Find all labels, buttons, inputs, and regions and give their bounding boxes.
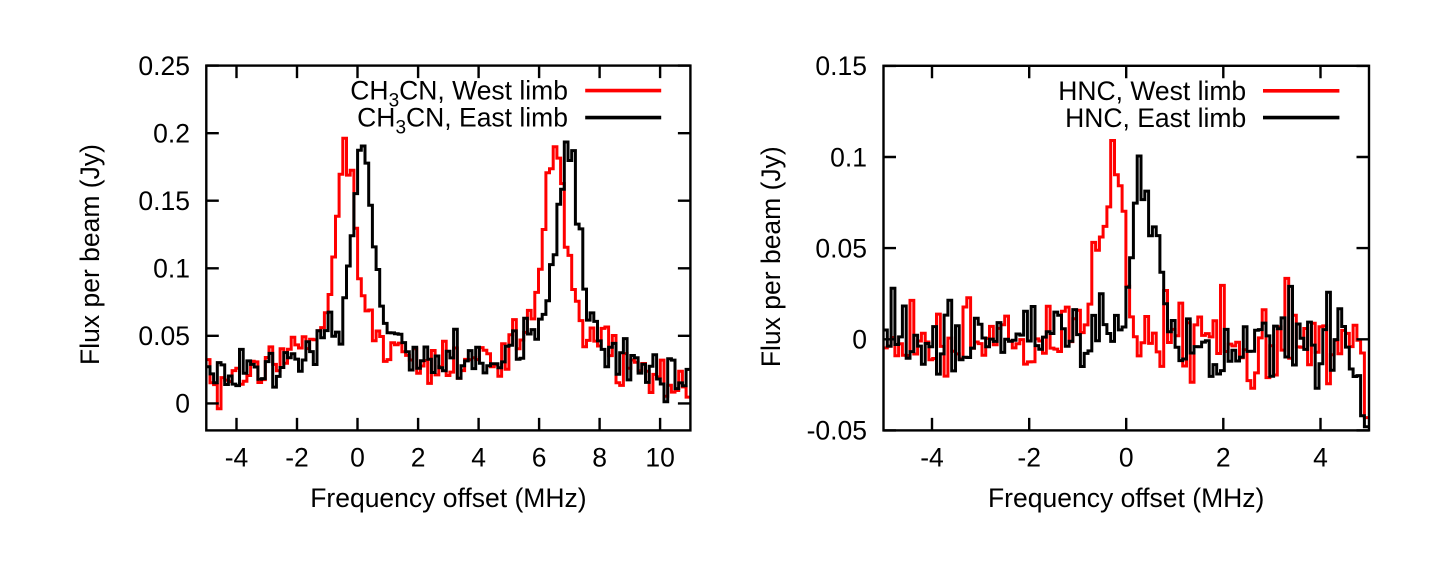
svg-text:0: 0 (350, 442, 365, 472)
svg-text:-2: -2 (1017, 442, 1041, 472)
svg-text:0.15: 0.15 (138, 186, 190, 216)
svg-text:2: 2 (1216, 442, 1231, 472)
svg-text:Frequency offset (MHz): Frequency offset (MHz) (988, 483, 1264, 513)
svg-text:CH3CN, East limb: CH3CN, East limb (357, 103, 568, 139)
svg-text:0: 0 (1119, 442, 1134, 472)
svg-text:0.05: 0.05 (815, 233, 867, 263)
svg-text:6: 6 (532, 442, 547, 472)
svg-text:0.1: 0.1 (153, 254, 190, 284)
svg-text:Flux per beam (Jy): Flux per beam (Jy) (75, 144, 105, 365)
svg-text:0.2: 0.2 (153, 119, 190, 149)
svg-text:0.05: 0.05 (138, 321, 190, 351)
svg-text:Frequency offset (MHz): Frequency offset (MHz) (310, 483, 586, 513)
svg-text:10: 10 (645, 442, 674, 472)
svg-text:CH3CN, West limb: CH3CN, West limb (350, 76, 568, 112)
svg-text:0.1: 0.1 (830, 142, 867, 172)
svg-text:0: 0 (852, 325, 867, 355)
svg-text:4: 4 (1313, 442, 1328, 472)
svg-text:Flux per beam (Jy): Flux per beam (Jy) (756, 146, 786, 367)
svg-text:0.15: 0.15 (815, 51, 867, 81)
svg-text:2: 2 (411, 442, 426, 472)
svg-text:-2: -2 (285, 442, 309, 472)
svg-text:4: 4 (471, 442, 486, 472)
svg-text:-4: -4 (920, 442, 944, 472)
svg-text:8: 8 (592, 442, 607, 472)
svg-text:0.25: 0.25 (138, 51, 190, 81)
svg-text:-4: -4 (225, 442, 249, 472)
svg-text:-0.05: -0.05 (807, 416, 867, 446)
svg-text:0: 0 (175, 389, 190, 419)
svg-text:HNC, East limb: HNC, East limb (1065, 103, 1246, 133)
svg-text:HNC, West limb: HNC, West limb (1058, 76, 1246, 106)
